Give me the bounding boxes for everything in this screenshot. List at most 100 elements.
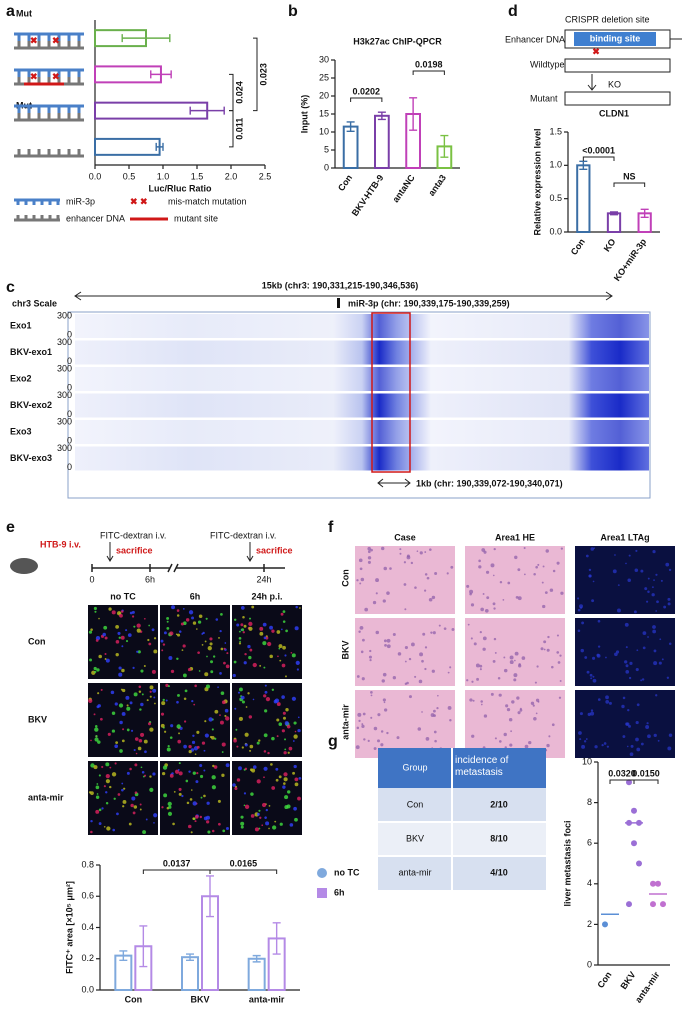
table-row <box>378 788 546 822</box>
cell-dot <box>151 628 155 632</box>
micrograph <box>575 546 675 614</box>
tissue-dot <box>514 651 519 656</box>
mismatch: ✖ <box>30 35 38 45</box>
cell-dot <box>126 771 130 775</box>
cell-dot <box>282 785 286 789</box>
tissue-dot <box>466 584 470 588</box>
tissue-dot <box>661 658 664 661</box>
cell-dot <box>243 624 247 628</box>
error-bar <box>139 925 148 968</box>
cell-dot <box>269 654 273 659</box>
cell-dot <box>115 741 119 745</box>
tissue-dot <box>647 636 649 638</box>
cell-dot <box>293 806 297 811</box>
tissue-dot <box>499 580 503 584</box>
table-row <box>378 856 546 890</box>
point <box>626 901 632 908</box>
cell-dot <box>88 698 93 704</box>
tissue-dot <box>608 701 612 705</box>
micrograph <box>232 605 302 679</box>
cell-dot <box>173 790 176 793</box>
point <box>602 921 608 928</box>
bar <box>606 212 622 233</box>
row-label: anta-mir <box>28 792 64 802</box>
cell-dot <box>97 740 101 744</box>
tissue-dot <box>406 681 409 685</box>
tissue-dot <box>429 548 432 551</box>
cell-dot <box>299 607 301 609</box>
cell-dot <box>211 728 214 731</box>
tissue-dot <box>592 678 597 683</box>
cell-dot <box>271 629 275 633</box>
cell-dot <box>235 728 238 731</box>
tissue-dot <box>424 646 428 649</box>
cell-dot <box>263 694 267 698</box>
panel-label: a <box>6 3 15 20</box>
cell-dot <box>238 630 241 633</box>
row-label: Con <box>28 636 46 646</box>
cell-dot <box>121 712 126 716</box>
tissue-dot <box>549 588 554 592</box>
cell-dot <box>286 724 291 729</box>
cell-dot <box>196 745 200 749</box>
tissue-dot <box>636 649 639 652</box>
cell-dot <box>148 642 152 646</box>
tissue-dot <box>558 696 562 699</box>
dna-icon <box>14 41 84 50</box>
tissue-dot <box>361 724 365 728</box>
table-cell: Con <box>407 799 424 809</box>
cell-dot <box>163 631 167 635</box>
cell-dot <box>153 637 157 640</box>
cell-dot <box>118 672 123 677</box>
cell-dot <box>119 749 123 753</box>
cell-dot <box>247 692 250 695</box>
cell-dot <box>200 796 203 799</box>
table: Group incidence of metastasis Con 2/10 B… <box>378 748 546 890</box>
tissue-dot <box>634 568 639 572</box>
cell-dot <box>126 704 129 707</box>
panel-label: c <box>6 279 15 296</box>
tissue-dot <box>580 648 584 653</box>
tissue-dot <box>622 696 626 700</box>
cell-dot <box>192 801 197 806</box>
tissue-dot <box>419 652 424 657</box>
tissue-dot <box>406 555 411 560</box>
cell-dot <box>198 670 201 672</box>
cell-dot <box>232 783 236 787</box>
tissue-dot <box>655 694 658 697</box>
cell-dot <box>112 828 116 832</box>
tissue-dot <box>470 637 473 640</box>
cell-dot <box>115 625 120 629</box>
tissue-dot <box>533 572 536 576</box>
cell-dot <box>94 670 97 673</box>
cell-dot <box>264 816 267 819</box>
cell-dot <box>233 618 237 621</box>
cell-dot <box>237 691 241 694</box>
track-range: 0 <box>67 329 72 339</box>
panel-label: b <box>288 3 298 20</box>
tissue-dot <box>446 572 449 575</box>
cell-dot <box>177 633 181 637</box>
tissue-dot <box>449 666 452 669</box>
cell-dot <box>209 735 213 739</box>
y-tick-label: 0.2 <box>81 953 94 963</box>
tissue-dot <box>584 656 588 659</box>
track-signal <box>75 393 649 418</box>
track-label: Exo3 <box>10 426 32 436</box>
cell-dot <box>138 685 142 689</box>
cell-dot <box>133 692 138 697</box>
tissue-dot <box>424 551 427 553</box>
diagram-text: KO <box>608 79 621 89</box>
cell-dot <box>194 684 197 688</box>
cell-dot <box>220 612 223 616</box>
tissue-dot <box>362 712 366 716</box>
tissue-dot <box>515 596 519 599</box>
tissue-dot <box>594 745 598 749</box>
tissue-dot <box>358 630 361 633</box>
x-tick-label: anta3 <box>426 173 448 198</box>
cell-dot <box>93 713 96 716</box>
y-tick-label: 10 <box>319 126 329 136</box>
tissue-dot <box>380 743 384 747</box>
tissue-dot <box>503 668 508 673</box>
tissue-dot <box>614 554 616 556</box>
